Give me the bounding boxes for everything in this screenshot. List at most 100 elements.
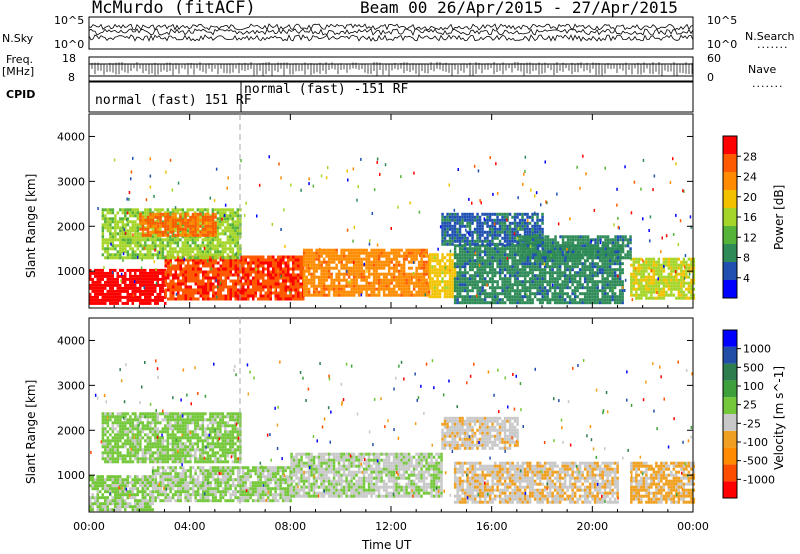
data-cell [236, 256, 240, 260]
data-cell [269, 291, 272, 295]
data-cell [176, 241, 180, 245]
data-cell [169, 235, 172, 239]
data-cell [222, 282, 225, 286]
data-cell [96, 277, 99, 281]
data-cell [310, 263, 313, 267]
data-cell [456, 301, 459, 305]
data-cell [670, 269, 673, 273]
data-cell [685, 263, 688, 267]
data-cell [352, 275, 356, 279]
data-cell [660, 278, 663, 282]
data-cell [94, 274, 97, 278]
data-cell [320, 248, 323, 252]
data-cell [471, 268, 474, 272]
data-cell [667, 293, 671, 297]
data-cell [581, 283, 584, 287]
data-cell [257, 258, 260, 262]
data-cell [161, 289, 164, 293]
data-cell [448, 271, 452, 275]
data-cell [139, 215, 142, 219]
data-cell [169, 224, 172, 228]
data-cell [516, 283, 519, 287]
data-cell [536, 235, 540, 239]
data-cell [257, 261, 260, 265]
data-cell [259, 276, 262, 280]
data-cell [496, 227, 499, 231]
data-cell [541, 227, 544, 231]
data-cell [508, 236, 512, 240]
data-cell [114, 277, 117, 281]
data-cell [234, 244, 237, 248]
data-cell [355, 254, 358, 258]
data-cell [242, 288, 245, 292]
data-cell [473, 298, 477, 302]
data-cell [571, 283, 574, 287]
data-cell [647, 266, 651, 270]
data-cell [458, 286, 462, 290]
data-cell [407, 266, 411, 270]
data-cell [244, 294, 247, 298]
data-cell [456, 215, 459, 219]
data-cell [126, 277, 129, 281]
data-cell [259, 294, 262, 298]
data-cell [194, 227, 197, 231]
data-cell [436, 292, 439, 296]
data-cell [458, 250, 462, 254]
data-cell [556, 256, 559, 260]
data-cell [405, 254, 408, 258]
data-cell [109, 220, 112, 224]
data-cell [119, 274, 122, 278]
data-cell [174, 258, 177, 262]
data-cell [372, 254, 376, 258]
data-cell [657, 266, 661, 270]
data-cell [171, 250, 175, 254]
data-cell [461, 298, 464, 302]
nsearch-top-tick: 10^5 [707, 14, 738, 27]
data-cell [511, 230, 514, 234]
data-cell [176, 233, 180, 237]
data-cell [139, 244, 142, 248]
data-cell [121, 268, 124, 272]
data-cell [111, 232, 115, 236]
data-cell [531, 265, 534, 269]
data-cell [578, 259, 582, 263]
data-cell [382, 281, 386, 285]
data-cell [357, 293, 361, 297]
data-cell [471, 253, 474, 257]
data-cell [239, 229, 242, 233]
data-cell [121, 208, 125, 212]
data-cell [488, 256, 492, 260]
data-cell [488, 295, 492, 299]
data-cell [109, 211, 112, 215]
data-cell [670, 290, 673, 294]
data-cell [563, 259, 567, 263]
data-cell [508, 283, 512, 287]
data-cell [531, 280, 534, 284]
data-cell [407, 290, 411, 294]
data-cell [209, 282, 212, 286]
data-cell [106, 271, 109, 275]
data-cell [541, 259, 544, 263]
data-cell [415, 275, 418, 279]
data-cell [558, 298, 562, 302]
data-cell [436, 286, 439, 290]
data-cell [184, 291, 187, 295]
data-cell [453, 277, 457, 281]
data-cell [478, 247, 482, 251]
data-cell [677, 266, 681, 270]
data-cell [425, 284, 428, 288]
data-cell [453, 230, 457, 234]
data-cell [179, 267, 182, 271]
data-cell [488, 301, 492, 305]
data-cell [516, 271, 519, 275]
data-cell [224, 226, 227, 230]
data-cell [471, 236, 474, 240]
data-cell [458, 277, 462, 281]
data-cell [441, 224, 444, 228]
data-cell [114, 217, 117, 221]
data-cell [287, 255, 290, 259]
data-cell [345, 278, 348, 282]
data-cell [375, 254, 378, 258]
data-cell [546, 265, 549, 269]
data-cell [578, 280, 582, 284]
